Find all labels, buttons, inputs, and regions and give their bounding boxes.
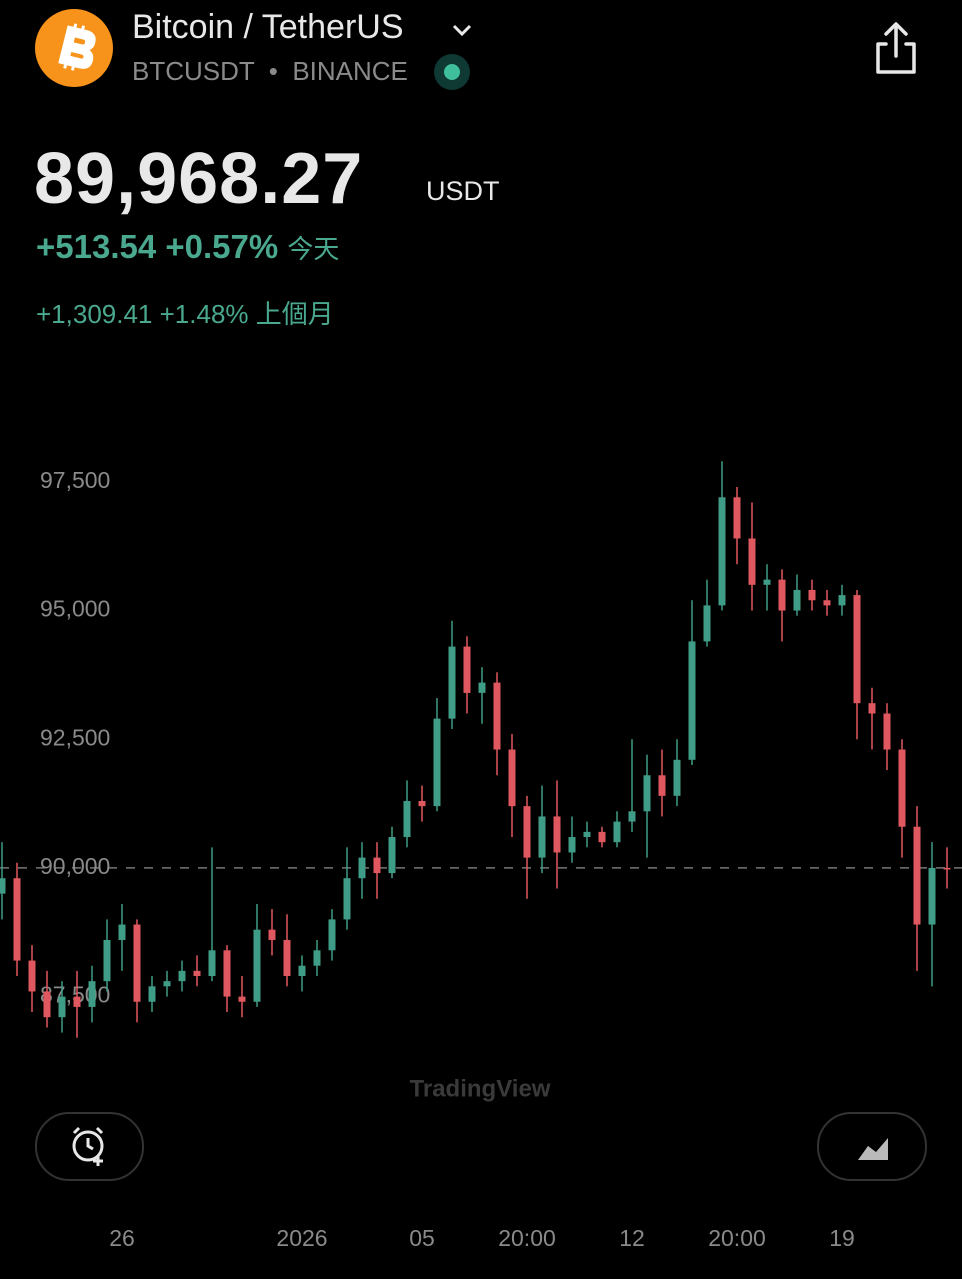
candle-body xyxy=(883,713,891,750)
candle-body xyxy=(838,595,846,606)
currency: USDT xyxy=(426,176,500,206)
day-change-pct: +0.57% xyxy=(165,228,279,265)
candle-body xyxy=(598,831,606,843)
candle-body xyxy=(13,878,21,961)
symbol-title[interactable]: Bitcoin / TetherUS xyxy=(132,8,404,46)
day-period: 今天 xyxy=(287,234,340,264)
candle-body xyxy=(508,749,516,807)
candle-body xyxy=(193,970,201,977)
candle-body xyxy=(568,837,576,853)
candle-body xyxy=(553,816,561,853)
exchange: BINANCE xyxy=(292,56,408,86)
candle-body xyxy=(478,682,486,693)
day-change: +513.54 xyxy=(36,228,157,265)
candle-body xyxy=(853,595,861,704)
candle-body xyxy=(643,775,651,812)
month-change-row: +1,309.41 +1.48% 上個月 xyxy=(36,294,334,331)
candle-body xyxy=(898,749,906,827)
candle-body xyxy=(733,497,741,539)
candle-body xyxy=(118,924,126,940)
candle-body xyxy=(928,867,936,925)
candle-body xyxy=(313,950,321,966)
candle-body xyxy=(778,579,786,611)
candle-body xyxy=(763,579,771,585)
candle-body xyxy=(178,970,186,982)
candle-body xyxy=(688,641,696,760)
day-change-row: +513.54 +0.57% 今天 xyxy=(36,228,339,266)
watermark: TradingView xyxy=(410,1075,551,1102)
candle-body xyxy=(208,950,216,977)
candle-body xyxy=(373,857,381,874)
y-tick-label: 90,000 xyxy=(40,853,110,879)
candle-body xyxy=(943,867,951,870)
month-period: 上個月 xyxy=(255,299,334,329)
candle-body xyxy=(673,759,681,796)
candle-body xyxy=(328,919,336,951)
candle-body xyxy=(793,589,801,611)
y-tick-label: 92,500 xyxy=(40,724,110,750)
candle-body xyxy=(73,996,81,1007)
x-tick-label: 20:00 xyxy=(498,1225,556,1251)
month-change: +1,309.41 xyxy=(36,299,153,329)
candle-body xyxy=(418,800,426,807)
candle-body xyxy=(298,965,306,977)
y-tick-label: 97,500 xyxy=(40,467,110,493)
candle-body xyxy=(268,929,276,940)
candle-body xyxy=(658,775,666,796)
candle-body xyxy=(703,605,711,642)
candle-body xyxy=(43,991,51,1018)
candle-body xyxy=(253,929,261,1002)
candle-body xyxy=(28,960,36,992)
candle-body xyxy=(628,811,636,822)
candle-body xyxy=(448,646,456,719)
candle-body xyxy=(283,939,291,977)
price: 89,968.27 xyxy=(34,139,364,219)
candle-body xyxy=(163,981,171,987)
candle-body xyxy=(88,981,96,1007)
x-tick-label: 05 xyxy=(409,1225,435,1251)
candle-body xyxy=(388,837,396,874)
candle-body xyxy=(148,986,156,1002)
symbol-line: BTCUSDT • BINANCE xyxy=(132,56,408,86)
candle-body xyxy=(538,816,546,858)
candle-body xyxy=(103,939,111,982)
x-tick-label: 12 xyxy=(619,1225,645,1251)
symbol: BTCUSDT xyxy=(132,56,255,86)
candle-body xyxy=(238,996,246,1002)
candle-body xyxy=(868,703,876,714)
candle-body xyxy=(913,826,921,925)
x-tick-label: 19 xyxy=(829,1225,855,1251)
candle-body xyxy=(493,682,501,750)
candle-body xyxy=(343,878,351,920)
y-tick-label: 95,000 xyxy=(40,596,110,622)
x-tick-label: 2026 xyxy=(276,1225,327,1251)
x-tick-label: 26 xyxy=(109,1225,135,1251)
candle-body xyxy=(748,538,756,585)
candle-body xyxy=(583,831,591,838)
candle-body xyxy=(133,924,141,1002)
candle-body xyxy=(58,996,66,1018)
x-tick-label: 20:00 xyxy=(708,1225,766,1251)
candle-body xyxy=(808,589,816,601)
candle-body xyxy=(823,600,831,606)
candle-body xyxy=(613,821,621,843)
candle-body xyxy=(403,800,411,838)
candle-body xyxy=(718,497,726,606)
candle-body xyxy=(0,878,6,894)
candle-body xyxy=(358,857,366,879)
candle-body xyxy=(463,646,471,693)
month-change-pct: +1.48% xyxy=(159,299,249,329)
candle-body xyxy=(433,718,441,807)
candle-body xyxy=(223,950,231,997)
candle-body xyxy=(523,806,531,858)
